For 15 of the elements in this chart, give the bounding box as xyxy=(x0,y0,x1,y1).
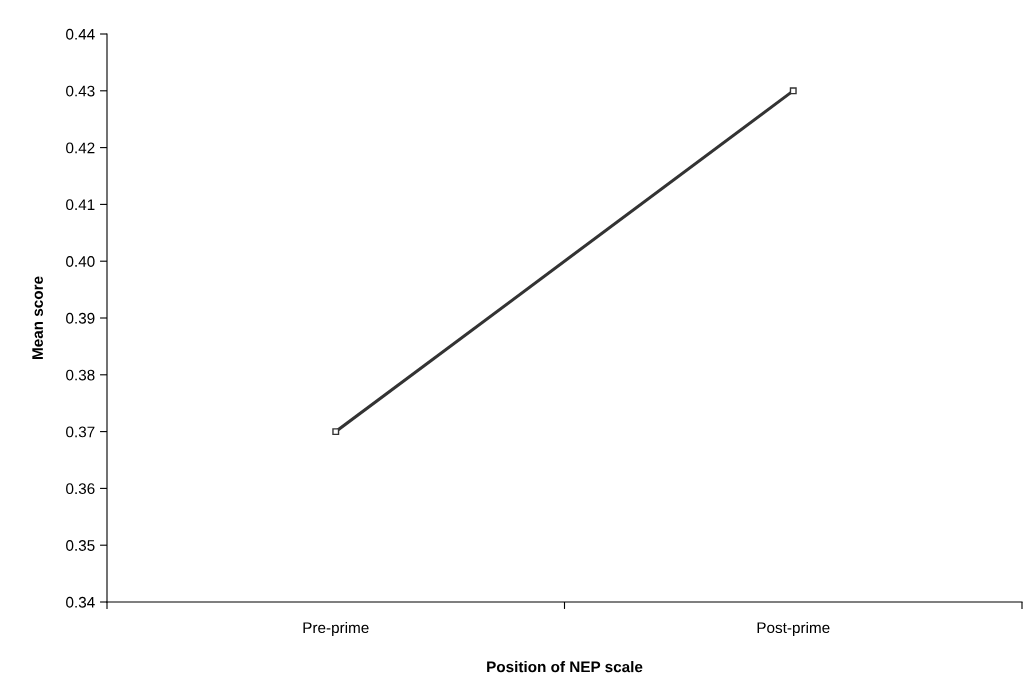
y-tick-label: 0.39 xyxy=(66,312,95,324)
y-tick-label: 0.44 xyxy=(66,28,95,40)
x-tick-label: Post-prime xyxy=(757,621,830,637)
y-axis-title: Mean score xyxy=(32,276,43,360)
y-tick-label: 0.38 xyxy=(66,369,95,381)
y-tick-label: 0.34 xyxy=(66,596,95,608)
x-tick-label: Pre-prime xyxy=(303,621,369,637)
y-tick-label: 0.37 xyxy=(66,426,95,438)
y-tick-label: 0.35 xyxy=(66,540,95,551)
y-tick-label: 0.43 xyxy=(66,85,95,97)
y-tick-label: 0.40 xyxy=(66,256,95,267)
y-tick-label: 0.41 xyxy=(66,199,95,211)
y-tick-label: 0.36 xyxy=(66,483,95,495)
x-axis-title: Position of NEP scale xyxy=(487,661,643,673)
y-tick-label: 0.42 xyxy=(66,142,95,154)
